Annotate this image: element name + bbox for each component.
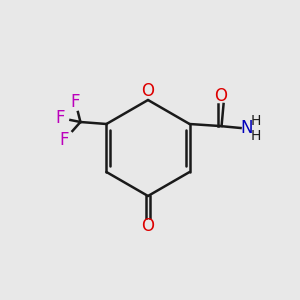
- Text: H: H: [250, 114, 261, 128]
- Text: H: H: [250, 129, 261, 143]
- Text: O: O: [142, 217, 154, 235]
- Text: F: F: [56, 109, 65, 127]
- Text: F: F: [60, 131, 69, 149]
- Text: O: O: [142, 82, 154, 100]
- Text: N: N: [240, 119, 253, 137]
- Text: O: O: [214, 87, 227, 105]
- Text: F: F: [71, 93, 80, 111]
